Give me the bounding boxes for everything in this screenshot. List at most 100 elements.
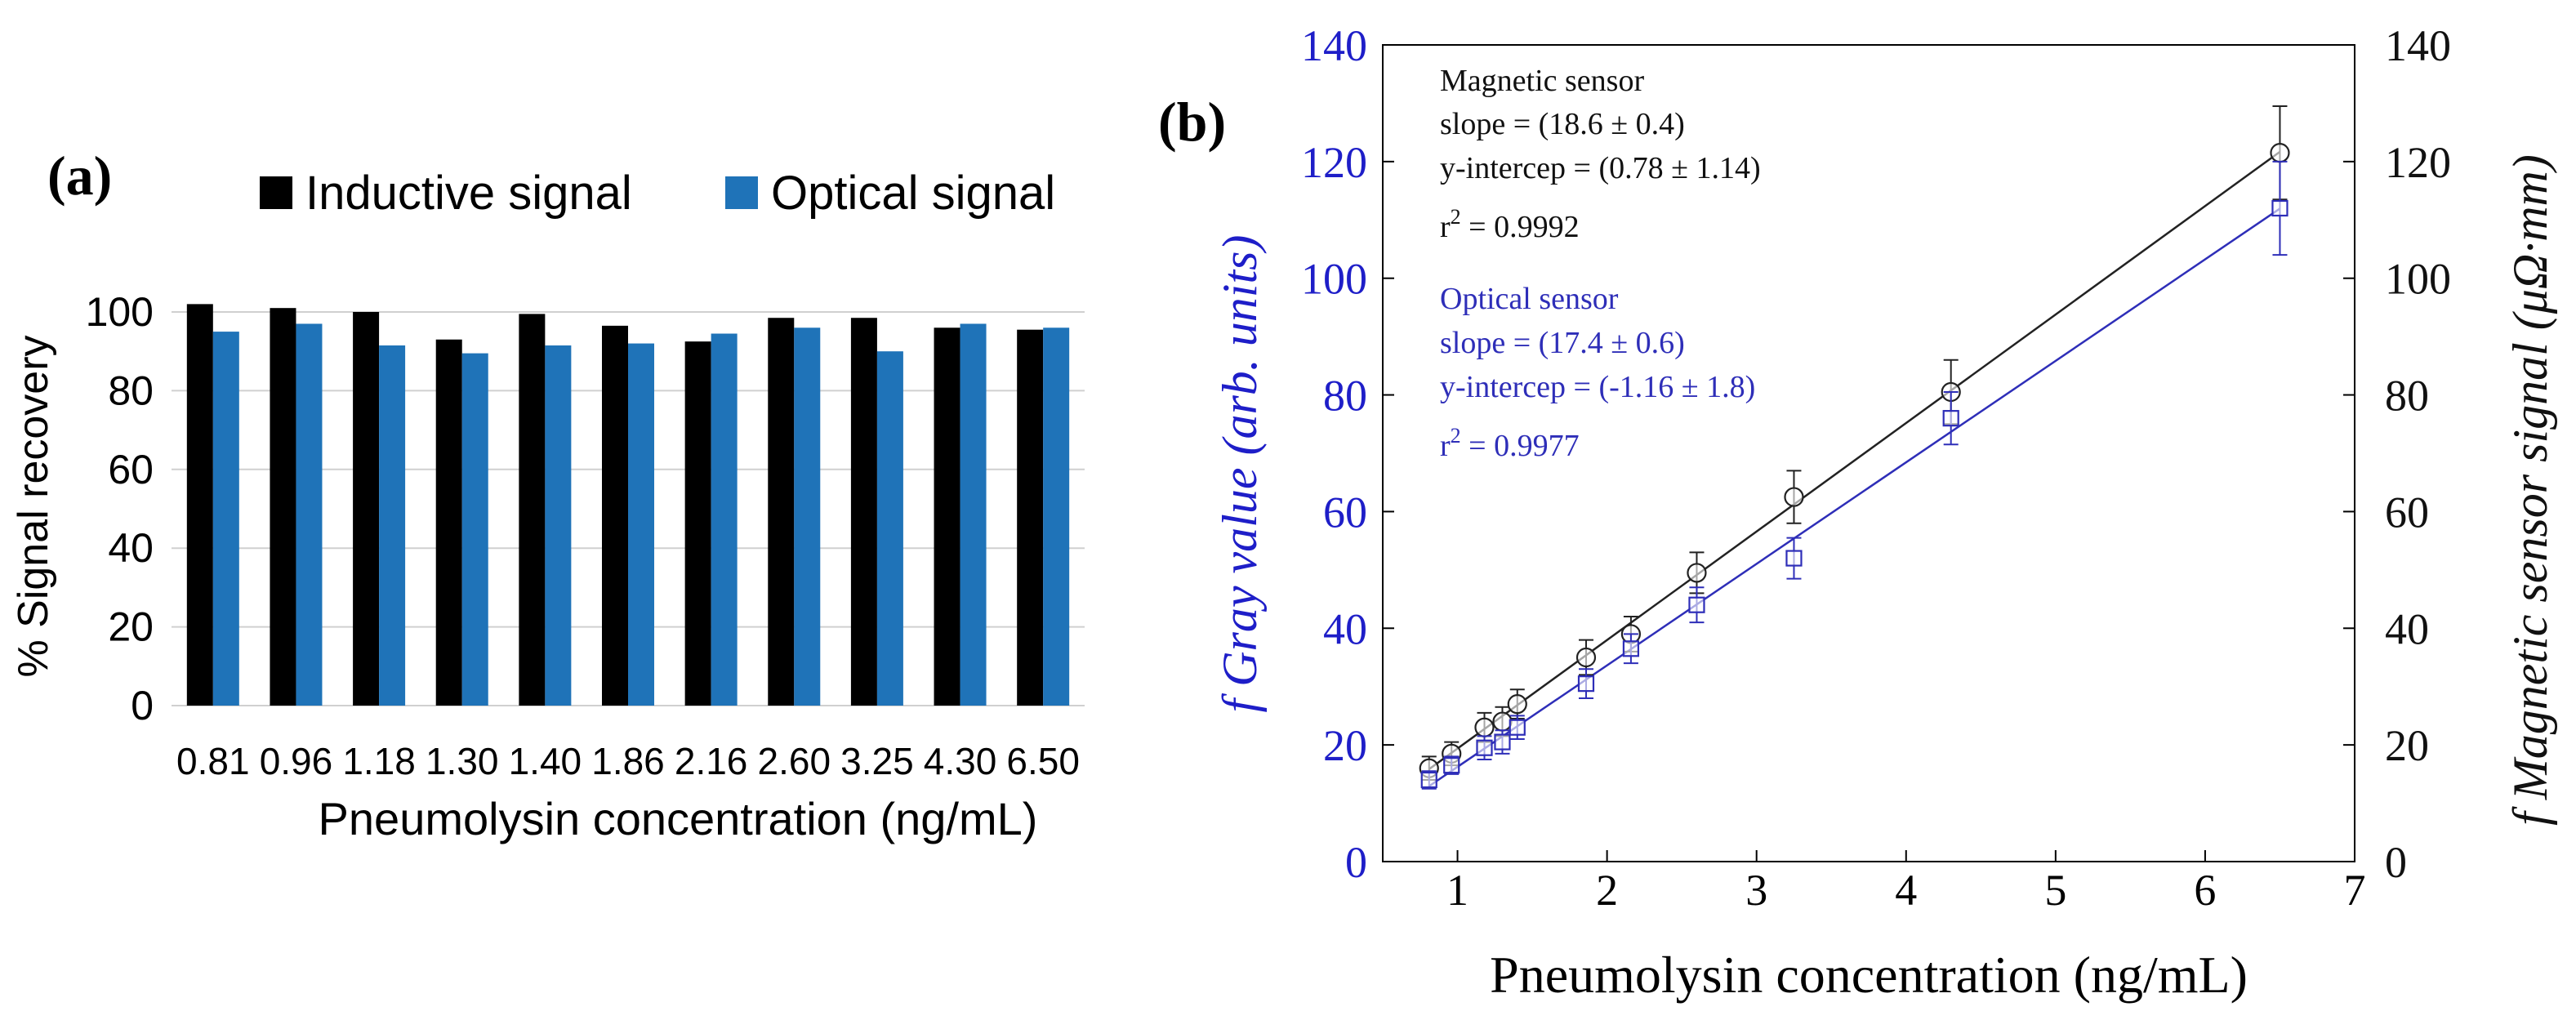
marker-square [1577,675,1595,693]
bar-inductive [768,318,795,706]
marker-square [1785,550,1803,567]
panel-b-right-tick-label: 80 [2385,372,2429,421]
panel-b-x-tick-label: 1 [1446,866,1468,915]
point-optical [2271,160,2289,256]
point-optical [1476,735,1493,760]
bar-optical [212,332,239,706]
marker-square [2271,199,2289,217]
marker-square [1509,719,1526,736]
annotation-magnetic-r2-sup: 2 [1451,205,1461,229]
bar-inductive [602,325,628,706]
legend-label-inductive: Inductive signal [305,167,632,220]
point-magnetic [1507,688,1527,719]
panel-b-left-tick-label: 80 [1323,372,1367,421]
panel-b-ticks: 0 0 20 20 40 40 60 60 80 80 100 100 120 120 140 140 1 2 3 4… [1301,21,2451,915]
panel-b-left-tick-label: 140 [1301,21,1367,70]
panel-b-x-tick-label: 3 [1745,866,1767,915]
bar-inductive [1017,329,1044,706]
panel-b-left-tick-label: 60 [1323,488,1367,537]
bar-optical [1043,327,1070,706]
marker-square [1622,640,1640,657]
annotation-magnetic: Magnetic sensor slope = (18.6 ± 0.4) y-i… [1440,64,1761,244]
marker-circle [1474,717,1495,737]
panel-a-y-tick-label: 80 [108,368,154,413]
annotation-magnetic-r2: r2 = 0.9992 [1440,205,1580,244]
point-optical [1494,729,1511,755]
bar-inductive [934,327,960,706]
marker-circle [1507,694,1527,715]
point-magnetic [1784,470,1804,524]
panel-b-x-tick-label: 2 [1596,866,1618,915]
panel-a-x-tick-label: 2.16 [675,740,748,782]
panel-a-x-tick-label: 1.30 [426,740,499,782]
legend-label-optical: Optical signal [771,167,1055,220]
panel-b-x-tick-label: 6 [2194,866,2216,915]
panel-b-right-tick-label: 140 [2385,21,2451,70]
bar-optical [379,345,406,706]
panel-b-right-tick-label: 20 [2385,721,2429,770]
annotation-optical-r2-value: = 0.9977 [1461,429,1580,463]
bar-optical [794,327,821,706]
point-optical [1942,391,1959,446]
point-optical [1577,668,1595,699]
bar-inductive [353,312,380,706]
annotation-magnetic-r2-value: = 0.9992 [1461,210,1580,244]
marker-circle [1575,647,1597,668]
point-optical [1785,537,1803,580]
point-optical [1688,586,1705,624]
bar-inductive [850,318,877,706]
panel-b-right-axis-label: f Magnetic sensor signal (μΩ·mm) [2503,154,2557,826]
point-optical [1420,770,1437,790]
annotation-optical-intercept: y-intercep = (-1.16 ± 1.8) [1440,370,1755,404]
panel-b-data-points [1419,105,2290,790]
panel-b-left-tick-label: 0 [1345,838,1367,887]
panel-a-x-tick-label: 6.50 [1006,740,1080,782]
panel-a: (a) Inductive signal Optical signal 0 20 4… [10,145,1085,844]
legend-swatch-optical [725,176,758,209]
panel-b-left-axis-label: f Gray value (arb. units) [1213,235,1267,713]
fit-line-optical [1428,207,2281,787]
bar-inductive [519,314,546,706]
bar-optical [876,351,903,706]
marker-circle [1687,563,1707,583]
panel-b-left-tick-label: 120 [1301,138,1367,187]
marker-square [1494,733,1511,751]
panel-a-x-tick-label: 3.25 [840,740,914,782]
panel-a-y-tick-label: 0 [131,683,154,728]
panel-a-y-ticks: 0 20 40 60 80 100 [86,289,154,728]
bar-inductive [270,308,296,706]
panel-b-plot-frame [1382,44,2355,862]
annotation-optical-slope: slope = (17.4 ± 0.6) [1440,326,1685,360]
panel-b-right-tick-label: 120 [2385,138,2451,187]
legend-swatch-inductive [260,176,292,209]
bar-optical [296,323,323,706]
panel-a-x-tick-label: 4.30 [924,740,997,782]
bar-optical [545,345,572,706]
panel-b-right-tick-label: 100 [2385,255,2451,304]
panel-a-bars [186,304,1070,706]
panel-b-x-axis-label: Pneumolysin concentration (ng/mL) [1490,946,2248,1004]
bar-inductive [684,341,711,706]
panel-b-left-tick-label: 20 [1323,721,1367,770]
bar-optical [711,333,738,706]
panel-b-right-tick-label: 0 [2385,838,2407,887]
panel-a-y-tick-label: 40 [108,525,154,571]
panel-a-x-axis-label: Pneumolysin concentration (ng/mL) [319,793,1038,844]
panel-b-label: (b) [1158,91,1226,153]
panel-a-label: (a) [47,145,112,207]
panel-a-y-axis-label: % Signal recovery [10,335,57,677]
panel-b-right-tick-label: 40 [2385,604,2429,653]
annotation-magnetic-slope: slope = (18.6 ± 0.4) [1440,107,1685,141]
panel-a-x-tick-label: 1.18 [342,740,416,782]
bar-optical [960,323,987,706]
marker-square [1443,757,1460,774]
point-optical [1443,755,1460,775]
panel-b-left-tick-label: 100 [1301,255,1367,304]
annotation-magnetic-r2-prefix: r [1440,210,1451,244]
marker-square [1420,771,1437,789]
annotation-magnetic-title: Magnetic sensor [1440,64,1644,98]
panel-a-x-ticks: 0.81 0.96 1.18 1.30 1.40 1.86 2.16 2.60 3.25 4.30… [176,740,1080,782]
